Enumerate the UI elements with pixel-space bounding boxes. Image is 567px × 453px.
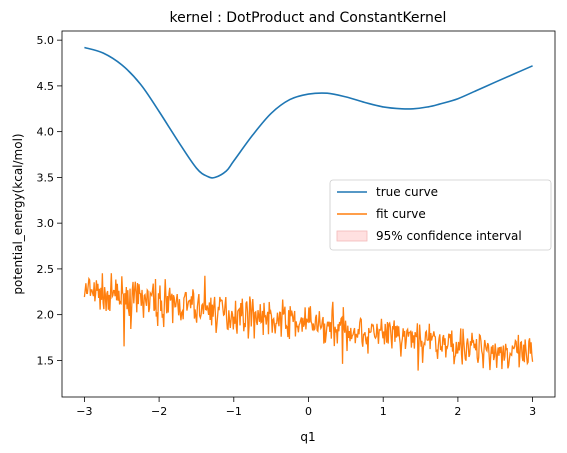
y-axis-label: potential_energy(kcal/mol) bbox=[11, 133, 25, 294]
x-tick-label: 2 bbox=[454, 405, 461, 418]
x-tick-label: −3 bbox=[76, 405, 92, 418]
legend-true-curve-label: true curve bbox=[376, 185, 438, 199]
y-tick-label: 4.5 bbox=[37, 80, 55, 93]
y-axis: 1.5 2.0 2.5 3.0 3.5 4.0 4.5 5.0 bbox=[37, 34, 62, 367]
legend-box bbox=[329, 179, 552, 251]
true-curve-series bbox=[84, 46, 533, 179]
y-tick-label: 2.5 bbox=[37, 263, 55, 276]
fit-curve-series bbox=[83, 273, 534, 371]
plot-area bbox=[83, 46, 534, 371]
y-tick-label: 1.5 bbox=[37, 354, 55, 367]
y-tick-label: 3.0 bbox=[37, 217, 55, 230]
y-tick-label: 4.0 bbox=[37, 126, 55, 139]
chart-title: kernel : DotProduct and ConstantKernel bbox=[170, 10, 447, 26]
y-tick-label: 5.0 bbox=[37, 34, 55, 47]
x-tick-label: −1 bbox=[226, 405, 242, 418]
x-tick-label: 1 bbox=[380, 405, 387, 418]
y-tick-label: 3.5 bbox=[37, 171, 55, 184]
legend-confidence-label: 95% confidence interval bbox=[376, 229, 522, 243]
x-tick-label: −2 bbox=[151, 405, 167, 418]
legend-confidence-swatch bbox=[336, 230, 368, 242]
y-tick-label: 2.0 bbox=[37, 309, 55, 322]
legend: true curve fit curve 95% confidence inte… bbox=[329, 179, 552, 251]
x-tick-label: 3 bbox=[529, 405, 536, 418]
x-axis: −3 −2 −1 0 1 2 3 bbox=[76, 397, 536, 418]
x-axis-label: q1 bbox=[300, 430, 315, 444]
legend-fit-curve-label: fit curve bbox=[376, 207, 426, 221]
x-tick-label: 0 bbox=[305, 405, 312, 418]
true-curve-line bbox=[84, 46, 533, 179]
fit-curve-line bbox=[83, 273, 534, 371]
